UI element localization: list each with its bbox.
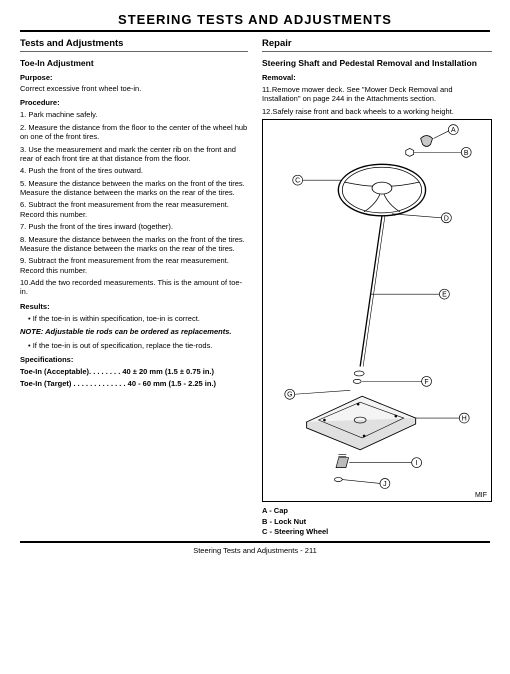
step-11: 11.Remove mower deck. See "Mower Deck Re…	[262, 85, 492, 104]
purpose-text: Correct excessive front wheel toe-in.	[20, 84, 248, 93]
exploded-diagram: A B C D E	[262, 119, 492, 502]
legend: A - Cap B - Lock Nut C - Steering Wheel	[262, 506, 492, 536]
step: 1. Park machine safely.	[20, 110, 248, 119]
procedure-label: Procedure:	[20, 98, 248, 107]
result-out: If the toe-in is out of specification, r…	[28, 341, 248, 350]
specs-label: Specifications:	[20, 355, 248, 364]
svg-text:J: J	[383, 481, 386, 488]
step: 4. Push the front of the tires outward.	[20, 166, 248, 175]
figure-id: MIF	[475, 492, 487, 499]
removal-label: Removal:	[262, 73, 492, 82]
svg-text:G: G	[287, 392, 292, 399]
rule-top	[20, 30, 490, 32]
subsection-toe-in: Toe-In Adjustment	[20, 58, 248, 68]
svg-text:B: B	[464, 150, 469, 157]
svg-text:A: A	[451, 127, 456, 134]
spec-target: Toe-In (Target) . . . . . . . . . . . . …	[20, 379, 248, 388]
purpose-label: Purpose:	[20, 73, 248, 82]
step: 6. Subtract the front measurement from t…	[20, 200, 248, 219]
svg-text:H: H	[462, 416, 467, 423]
section-tests: Tests and Adjustments	[20, 38, 248, 52]
svg-text:C: C	[295, 178, 300, 185]
rule-bottom	[20, 541, 490, 543]
subsection-shaft: Steering Shaft and Pedestal Removal and …	[262, 58, 492, 68]
right-column: Repair Steering Shaft and Pedestal Remov…	[262, 38, 492, 537]
page-footer: Steering Tests and Adjustments - 211	[20, 546, 490, 555]
svg-text:E: E	[442, 292, 447, 299]
svg-text:F: F	[424, 379, 428, 386]
step: 8. Measure the distance between the mark…	[20, 235, 248, 254]
step: 5. Measure the distance between the mark…	[20, 179, 248, 198]
spec-acceptable: Toe-In (Acceptable). . . . . . . . 40 ± …	[20, 367, 248, 376]
svg-text:D: D	[444, 215, 449, 222]
legend-a: A - Cap	[262, 506, 492, 515]
step: 9. Subtract the front measurement from t…	[20, 256, 248, 275]
step: 3. Use the measurement and mark the cent…	[20, 145, 248, 164]
step: 7. Push the front of the tires inward (t…	[20, 222, 248, 231]
note: NOTE: Adjustable tie rods can be ordered…	[20, 327, 248, 336]
results-label: Results:	[20, 302, 248, 311]
result-in: If the toe-in is within specification, t…	[28, 314, 248, 323]
legend-c: C - Steering Wheel	[262, 527, 492, 536]
legend-b: B - Lock Nut	[262, 517, 492, 526]
svg-text:I: I	[416, 460, 418, 467]
columns: Tests and Adjustments Toe-In Adjustment …	[20, 38, 490, 537]
step-12: 12.Safely raise front and back wheels to…	[262, 107, 492, 116]
step: 10.Add the two recorded measurements. Th…	[20, 278, 248, 297]
left-column: Tests and Adjustments Toe-In Adjustment …	[20, 38, 248, 537]
page-title: STEERING TESTS AND ADJUSTMENTS	[20, 12, 490, 27]
section-repair: Repair	[262, 38, 492, 52]
step: 2. Measure the distance from the floor t…	[20, 123, 248, 142]
